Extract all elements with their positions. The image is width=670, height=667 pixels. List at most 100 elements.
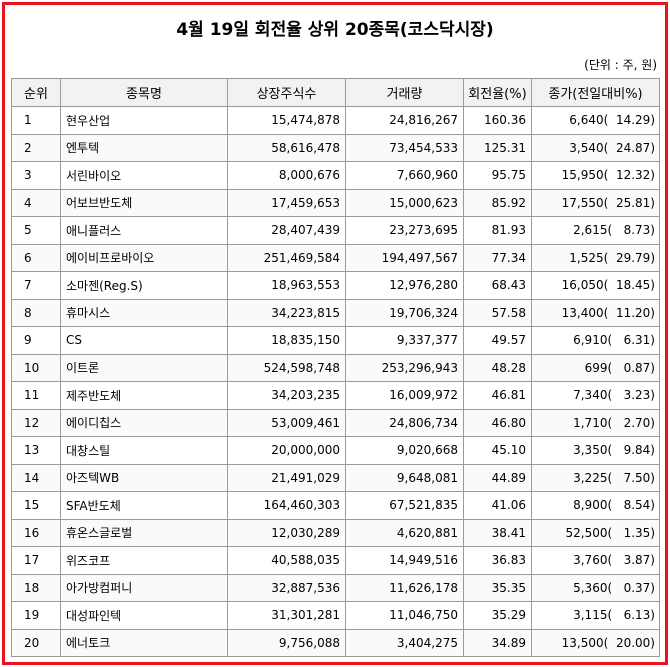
table-row: 3 서린바이오 8,000,676 7,660,960 95.75 15,950( 12.… [11, 161, 660, 190]
cell-shares: 58,616,478 [227, 133, 346, 162]
cell-rank: 5 [11, 216, 61, 245]
cell-shares: 12,030,289 [227, 518, 346, 547]
table-row: 9 CS 18,835,150 9,337,377 49.57 6,910( 6.31) [11, 326, 660, 355]
table-row: 13 대창스틸 20,000,000 9,020,668 45.10 3,350( 9.8… [11, 436, 660, 465]
cell-name: 소마젠(Reg.S) [60, 271, 228, 300]
cell-turnover: 35.29 [463, 601, 532, 630]
cell-name: 에이비프로바이오 [60, 243, 228, 272]
cell-volume: 3,404,275 [345, 628, 464, 657]
cell-volume: 67,521,835 [345, 491, 464, 520]
table-body: 1 현우산업 15,474,878 24,816,267 160.36 6,640( 14… [11, 106, 660, 657]
table-row: 19 대성파인텍 31,301,281 11,046,750 35.29 3,115( 6… [11, 601, 660, 630]
cell-shares: 17,459,653 [227, 188, 346, 217]
table-row: 1 현우산업 15,474,878 24,816,267 160.36 6,640( 14… [11, 106, 660, 135]
cell-name: 서린바이오 [60, 161, 228, 190]
cell-shares: 32,887,536 [227, 573, 346, 602]
table-row: 2 엔투텍 58,616,478 73,454,533 125.31 3,540( 24.… [11, 133, 660, 162]
cell-volume: 4,620,881 [345, 518, 464, 547]
cell-volume: 19,706,324 [345, 298, 464, 327]
cell-shares: 8,000,676 [227, 161, 346, 190]
cell-name: 대성파인텍 [60, 601, 228, 630]
cell-rank: 8 [11, 298, 61, 327]
cell-turnover: 41.06 [463, 491, 532, 520]
header-rank: 순위 [11, 78, 61, 107]
table-row: 14 아즈텍WB 21,491,029 9,648,081 44.89 3,225( 7.… [11, 463, 660, 492]
cell-shares: 251,469,584 [227, 243, 346, 272]
cell-name: 애니플러스 [60, 216, 228, 245]
header-shares: 상장주식수 [227, 78, 346, 107]
cell-volume: 7,660,960 [345, 161, 464, 190]
cell-shares: 34,223,815 [227, 298, 346, 327]
cell-rank: 17 [11, 546, 61, 575]
cell-rank: 3 [11, 161, 61, 190]
cell-rank: 15 [11, 491, 61, 520]
table-row: 6 에이비프로바이오 251,469,584 194,497,567 77.34 1,52… [11, 243, 660, 272]
cell-shares: 53,009,461 [227, 408, 346, 437]
cell-turnover: 77.34 [463, 243, 532, 272]
cell-rank: 11 [11, 381, 61, 410]
cell-volume: 9,337,377 [345, 326, 464, 355]
cell-shares: 15,474,878 [227, 106, 346, 135]
cell-shares: 40,588,035 [227, 546, 346, 575]
cell-rank: 7 [11, 271, 61, 300]
cell-price: 5,360( 0.37) [531, 573, 660, 602]
cell-volume: 11,626,178 [345, 573, 464, 602]
table-row: 11 제주반도체 34,203,235 16,009,972 46.81 7,340( 3… [11, 381, 660, 410]
cell-turnover: 34.89 [463, 628, 532, 657]
header-row: 순위 종목명 상장주식수 거래량 회전율(%) 종가(전일대비%) [11, 78, 660, 107]
cell-shares: 164,460,303 [227, 491, 346, 520]
cell-rank: 4 [11, 188, 61, 217]
cell-volume: 14,949,516 [345, 546, 464, 575]
cell-volume: 11,046,750 [345, 601, 464, 630]
cell-price: 1,710( 2.70) [531, 408, 660, 437]
cell-volume: 24,806,734 [345, 408, 464, 437]
table-row: 16 휴온스글로벌 12,030,289 4,620,881 38.41 52,500( … [11, 518, 660, 547]
cell-shares: 9,756,088 [227, 628, 346, 657]
table-row: 7 소마젠(Reg.S) 18,963,553 12,976,280 68.43 16,0… [11, 271, 660, 300]
cell-price: 3,760( 3.87) [531, 546, 660, 575]
table-row: 18 아가방컴퍼니 32,887,536 11,626,178 35.35 5,360( … [11, 573, 660, 602]
cell-turnover: 95.75 [463, 161, 532, 190]
cell-name: 엔투텍 [60, 133, 228, 162]
cell-name: 현우산업 [60, 106, 228, 135]
cell-price: 6,640( 14.29) [531, 106, 660, 135]
cell-price: 8,900( 8.54) [531, 491, 660, 520]
cell-shares: 524,598,748 [227, 353, 346, 382]
cell-price: 3,540( 24.87) [531, 133, 660, 162]
cell-volume: 9,648,081 [345, 463, 464, 492]
cell-rank: 14 [11, 463, 61, 492]
cell-turnover: 38.41 [463, 518, 532, 547]
cell-volume: 73,454,533 [345, 133, 464, 162]
header-turnover: 회전율(%) [463, 78, 532, 107]
header-volume: 거래량 [345, 78, 464, 107]
cell-turnover: 44.89 [463, 463, 532, 492]
table-row: 12 에이디칩스 53,009,461 24,806,734 46.80 1,710( 2… [11, 408, 660, 437]
cell-name: 휴온스글로벌 [60, 518, 228, 547]
cell-rank: 1 [11, 106, 61, 135]
cell-rank: 19 [11, 601, 61, 630]
cell-volume: 23,273,695 [345, 216, 464, 245]
cell-turnover: 57.58 [463, 298, 532, 327]
cell-turnover: 46.80 [463, 408, 532, 437]
cell-rank: 9 [11, 326, 61, 355]
cell-shares: 18,835,150 [227, 326, 346, 355]
cell-name: 아즈텍WB [60, 463, 228, 492]
cell-price: 15,950( 12.32) [531, 161, 660, 190]
cell-turnover: 68.43 [463, 271, 532, 300]
cell-rank: 6 [11, 243, 61, 272]
cell-name: 대창스틸 [60, 436, 228, 465]
cell-turnover: 160.36 [463, 106, 532, 135]
cell-rank: 18 [11, 573, 61, 602]
cell-turnover: 48.28 [463, 353, 532, 382]
cell-turnover: 35.35 [463, 573, 532, 602]
cell-name: 아가방컴퍼니 [60, 573, 228, 602]
cell-shares: 21,491,029 [227, 463, 346, 492]
cell-volume: 16,009,972 [345, 381, 464, 410]
cell-turnover: 49.57 [463, 326, 532, 355]
table-row: 4 어보브반도체 17,459,653 15,000,623 85.92 17,550( … [11, 188, 660, 217]
cell-name: 이트론 [60, 353, 228, 382]
cell-shares: 20,000,000 [227, 436, 346, 465]
cell-price: 3,115( 6.13) [531, 601, 660, 630]
cell-rank: 10 [11, 353, 61, 382]
